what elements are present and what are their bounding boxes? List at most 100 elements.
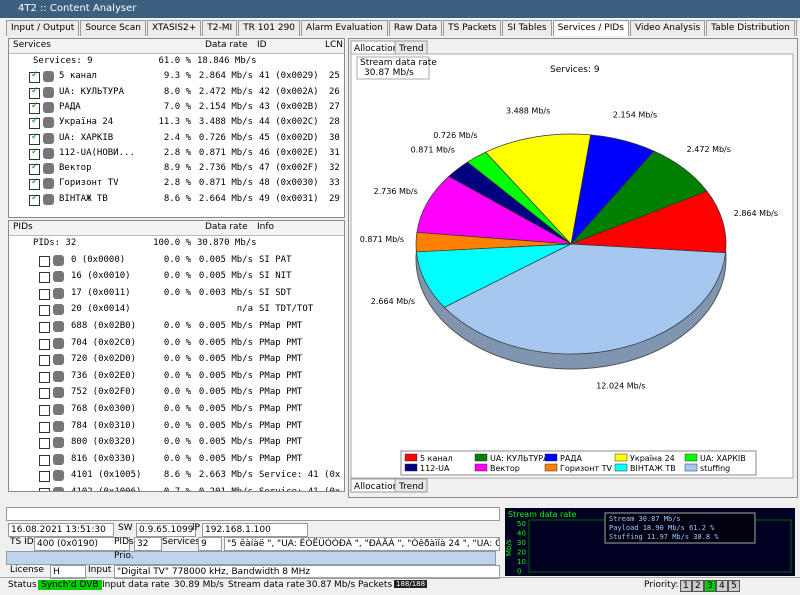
summary-rate: 18.846 Mb/s — [197, 56, 257, 66]
percent: 0.0 % — [163, 387, 191, 398]
priority[interactable]: 1 — [680, 580, 692, 592]
percent: 11.3 % — [158, 117, 191, 128]
column-header: ID — [257, 40, 267, 50]
percent: 0.0 % — [163, 453, 191, 464]
checkbox[interactable] — [39, 421, 50, 433]
graph-tick: 10 — [517, 558, 526, 566]
status-bar: Status Synch'd DVB Input data rate 30.89 Mb… — [0, 577, 800, 595]
lcn: 27 — [329, 101, 340, 112]
service-id: 45 (0x002D) — [259, 132, 319, 143]
input-box — [6, 507, 500, 521]
checkbox[interactable] — [39, 338, 50, 350]
tsid-label: TS ID — [10, 537, 34, 547]
tab[interactable]: PCR — [795, 20, 798, 36]
icon — [53, 254, 64, 266]
icon — [53, 370, 64, 382]
legend-swatch — [404, 463, 418, 472]
service-id: 46 (0x002E) — [259, 147, 319, 158]
tab[interactable]: T2-MI — [202, 20, 238, 36]
tab-top-label: Trend — [398, 44, 424, 54]
checkbox[interactable]: ✓ — [29, 177, 40, 191]
checkbox[interactable]: ✓ — [29, 101, 40, 114]
priority[interactable]: 2 — [692, 580, 704, 592]
checkbox[interactable] — [39, 405, 50, 416]
icon — [53, 271, 64, 283]
icon — [53, 287, 64, 299]
legend-swatch — [544, 463, 558, 472]
legend-label: UA: КУЛЬТУРА — [490, 454, 549, 463]
checkbox[interactable] — [39, 488, 50, 491]
priority[interactable]: 4 — [716, 580, 728, 592]
tab[interactable]: TS Packets — [443, 20, 502, 36]
stream-box — [356, 56, 430, 80]
sw-label: SW — [118, 523, 133, 533]
prio-bar — [6, 551, 496, 565]
tab[interactable]: XTASIS2+ — [146, 20, 202, 36]
tab-bottom[interactable] — [394, 478, 428, 493]
tab[interactable]: Table Distribution — [706, 20, 795, 36]
pie-slice — [416, 243, 572, 308]
checkbox[interactable]: ✓ — [29, 116, 40, 130]
legend-label: РАДА — [560, 454, 583, 463]
checkbox[interactable]: ✓ — [29, 193, 40, 206]
percent: 8.6 % — [163, 470, 191, 481]
checkbox[interactable] — [39, 371, 50, 383]
checkbox[interactable]: ✓ — [29, 70, 40, 84]
checkbox[interactable] — [39, 454, 50, 466]
rate: 0.005 Mb/s — [198, 437, 253, 448]
name: Вектор — [59, 163, 92, 174]
name: 688 (0x02B0) — [71, 321, 137, 331]
icon — [53, 404, 64, 415]
legend-label: Україна 24 — [630, 454, 675, 463]
percent: 7.0 % — [163, 101, 191, 112]
priority[interactable]: 3 — [704, 580, 716, 592]
legend-swatch — [614, 453, 628, 462]
table-header: Services Data rate ID LCN — [9, 39, 344, 54]
name: 720 (0x02D0) — [71, 354, 137, 365]
checkbox[interactable]: ✓ — [29, 86, 40, 99]
tab[interactable]: TR 101 290 — [238, 20, 301, 36]
icon — [43, 178, 54, 190]
allocation-panel: Allocation Allocation Trend Trend Stream dat… — [348, 38, 798, 498]
tab[interactable]: Source Scan — [80, 20, 146, 36]
checkbox[interactable] — [39, 388, 50, 400]
tab[interactable]: Alarm Evaluation — [301, 20, 388, 36]
icon — [53, 487, 64, 491]
checkbox[interactable] — [39, 438, 50, 450]
checkbox[interactable] — [39, 355, 50, 367]
rate: 0.005 Mb/s — [198, 337, 253, 348]
summary-percent: 61.0 % — [158, 56, 191, 66]
checkbox[interactable] — [39, 471, 50, 483]
checkbox[interactable] — [39, 322, 50, 333]
checkbox[interactable] — [39, 255, 50, 267]
lcn: 33 — [329, 178, 340, 189]
tab[interactable]: SI Tables — [502, 20, 552, 36]
tab[interactable]: Raw Data — [388, 20, 443, 36]
name: 800 (0x0320) — [71, 437, 137, 448]
window-title: 4T2 :: Content Analyser — [18, 3, 137, 14]
checkbox[interactable]: ✓ — [29, 147, 40, 160]
legend-label: 5 канал — [420, 454, 453, 463]
rate: 0.003 Mb/s — [198, 287, 253, 298]
checkbox[interactable] — [39, 305, 50, 317]
checkbox[interactable]: ✓ — [29, 132, 40, 145]
tab[interactable]: Video Analysis — [630, 20, 706, 36]
priority[interactable]: 5 — [728, 580, 740, 592]
input: "Digital TV" 778000 kHz, Bandwidth 8 MHz — [114, 565, 500, 579]
tab[interactable]: Input / Output — [6, 20, 80, 36]
tab[interactable]: Services / PIDs — [552, 20, 629, 36]
percent: 0.0 % — [163, 321, 191, 331]
input-rate: 30.89 Mb/s — [174, 580, 224, 590]
name: 752 (0x02F0) — [71, 387, 137, 398]
checkbox[interactable] — [39, 288, 50, 300]
checkbox[interactable] — [39, 272, 50, 284]
checkbox[interactable]: ✓ — [29, 162, 40, 176]
graph-title: Stream data rate — [508, 510, 576, 519]
rate: 0.005 Mb/s — [198, 404, 253, 414]
slice-label: 3.488 Mb/s — [506, 106, 550, 115]
percent: 0.0 % — [163, 271, 191, 282]
info: PMap PMT — [259, 437, 303, 448]
pids: 32 — [134, 537, 162, 551]
name: Україна 24 — [59, 117, 114, 128]
